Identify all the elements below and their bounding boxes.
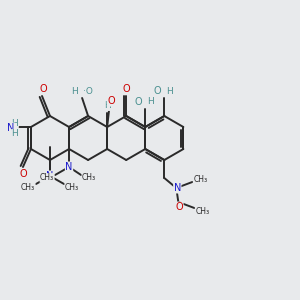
Text: O: O — [154, 86, 161, 96]
Text: H: H — [147, 98, 154, 106]
Text: CH₃: CH₃ — [193, 176, 207, 184]
Text: H: H — [71, 86, 77, 95]
Text: CH₃: CH₃ — [82, 173, 96, 182]
Text: O: O — [39, 84, 47, 94]
Text: O: O — [107, 96, 115, 106]
Text: H: H — [12, 118, 18, 127]
Text: N: N — [174, 183, 181, 193]
Text: N: N — [46, 171, 54, 181]
Text: CH₃: CH₃ — [65, 182, 79, 191]
Text: N: N — [65, 162, 73, 172]
Text: O: O — [176, 202, 183, 212]
Text: CH₃: CH₃ — [40, 173, 54, 182]
Text: CH₃: CH₃ — [195, 206, 209, 215]
Text: O: O — [122, 84, 130, 94]
Text: N: N — [7, 123, 15, 133]
Text: H: H — [104, 101, 110, 110]
Text: O: O — [135, 97, 142, 107]
Text: H: H — [166, 86, 173, 95]
Text: CH₃: CH₃ — [21, 182, 35, 191]
Text: H: H — [12, 130, 18, 139]
Text: ·O: ·O — [83, 86, 93, 95]
Text: O: O — [19, 169, 27, 179]
